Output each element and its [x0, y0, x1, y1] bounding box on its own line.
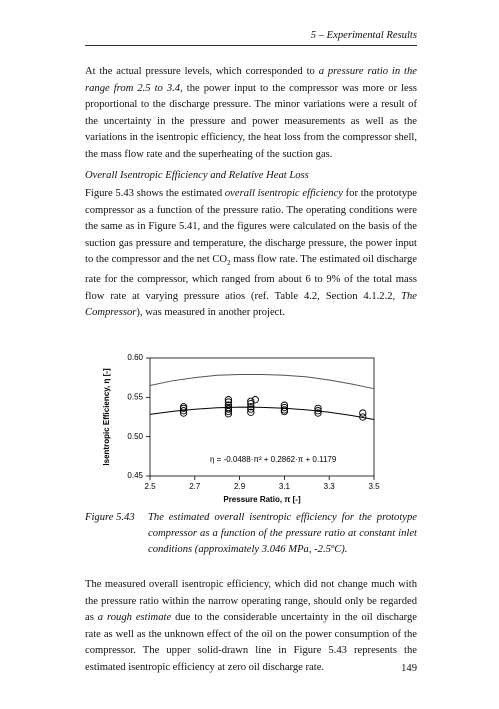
- data-point: [247, 405, 255, 413]
- text-run: for the prototype compressor as a functi…: [85, 188, 417, 266]
- x-tick-label: 2.7: [189, 482, 201, 491]
- text-run: a pressure ratio in the range from 2.5 t…: [85, 66, 417, 94]
- caption-text: The estimated overall isentropic efficie…: [148, 512, 417, 555]
- figure-caption: Figure 5.43 The estimated overall isentr…: [85, 510, 417, 558]
- running-header: 5 – Experimental Results: [310, 30, 417, 41]
- text-run: The measured overall isentropic efficien…: [85, 579, 417, 624]
- paragraph: The measured overall isentropic efficien…: [85, 577, 417, 677]
- fit-curve: [149, 406, 375, 421]
- page-number: 149: [401, 663, 417, 674]
- plot-frame: [149, 357, 375, 477]
- text-run: Figure 5.43 shows the estimated: [85, 188, 225, 199]
- fit-curve: [149, 374, 375, 390]
- text-run: At the actual pressure levels, which cor…: [85, 66, 319, 77]
- header-rule: [85, 45, 417, 46]
- section-heading: Overall Isentropic Efficiency and Relati…: [85, 168, 417, 185]
- x-tick-label: 3.1: [279, 482, 291, 491]
- text-run: ), was measured in another project.: [136, 307, 285, 319]
- paragraph: At the actual pressure levels, which cor…: [85, 64, 417, 164]
- text-run: The Compressor: [85, 290, 417, 319]
- y-tick-label: 0.45: [127, 471, 143, 480]
- data-point: [224, 410, 233, 418]
- y-tick-label: 0.50: [127, 432, 143, 441]
- y-tick-label: 0.60: [127, 353, 143, 362]
- data-point: [224, 396, 233, 404]
- data-point: [247, 397, 255, 405]
- data-point: [314, 409, 322, 417]
- text-run: , the power input to the compressor was …: [85, 82, 417, 160]
- x-tick-label: 2.9: [234, 482, 246, 491]
- text-run: mass flow rate. The estimated oil discha…: [85, 254, 418, 302]
- data-point: [251, 396, 259, 404]
- x-tick-label: 3.3: [324, 482, 336, 491]
- paragraph: Figure 5.43 shows the estimated overall …: [85, 186, 417, 322]
- data-point: [359, 409, 367, 417]
- y-axis-title: Isentropic Efficiency, η [-]: [102, 368, 111, 466]
- caption-label: Figure 5.43: [85, 512, 135, 523]
- data-point: [247, 408, 255, 416]
- y-tick-label: 0.55: [127, 392, 143, 401]
- chart: 2.5 2.7 2.9 3.1 3.3 3.5 0.45 0.50 0.55 0.60 Pressu…: [102, 353, 380, 504]
- data-point: [224, 398, 233, 406]
- data-point: [224, 405, 233, 413]
- text-run: overall isentropic efficiency: [224, 188, 343, 199]
- x-tick-label: 2.5: [144, 482, 156, 491]
- data-point: [179, 404, 188, 412]
- data-point: [280, 407, 289, 416]
- text-run: 2: [227, 259, 231, 268]
- text-run: a rough estimate: [97, 612, 172, 624]
- data-point: [224, 407, 233, 416]
- x-axis-title: Pressure Ratio, π [-]: [223, 495, 301, 504]
- data-point: [280, 403, 289, 412]
- text-run: due to the considerable uncertainty in t…: [85, 612, 417, 673]
- x-tick-label: 3.5: [368, 482, 380, 491]
- text-run: Overall Isentropic Efficiency and Relati…: [85, 170, 309, 181]
- equation: η = -0.0488·π² + 0.2862·π + 0.1179: [210, 455, 337, 464]
